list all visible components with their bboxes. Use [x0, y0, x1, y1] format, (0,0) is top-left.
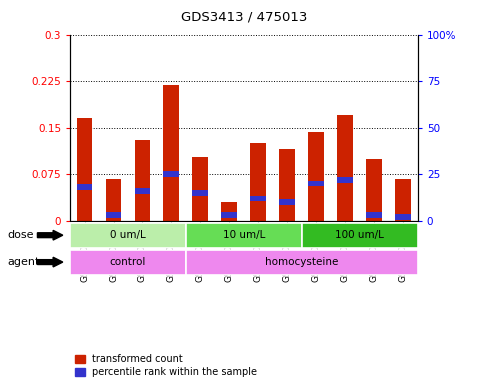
Bar: [222, 212, 238, 218]
Bar: [193, 190, 209, 196]
Text: 100 um/L: 100 um/L: [335, 230, 384, 240]
Text: agent: agent: [7, 257, 40, 267]
Bar: [106, 212, 122, 218]
Bar: [135, 140, 151, 221]
Bar: [164, 171, 180, 177]
Bar: [251, 196, 267, 201]
Bar: [367, 159, 383, 221]
FancyArrow shape: [38, 257, 63, 267]
Text: 0 um/L: 0 um/L: [110, 230, 146, 240]
Text: control: control: [110, 257, 146, 267]
Bar: [106, 179, 122, 221]
Bar: [338, 177, 354, 183]
Bar: [164, 86, 180, 221]
Text: dose: dose: [7, 230, 34, 240]
Bar: [309, 132, 325, 221]
Bar: [70, 223, 186, 248]
Bar: [309, 181, 325, 186]
Text: GDS3413 / 475013: GDS3413 / 475013: [181, 10, 307, 23]
Bar: [302, 223, 418, 248]
Bar: [77, 184, 93, 190]
Bar: [280, 149, 296, 221]
Bar: [193, 157, 209, 221]
Bar: [70, 250, 186, 275]
Text: homocysteine: homocysteine: [265, 257, 339, 267]
Text: 10 um/L: 10 um/L: [223, 230, 265, 240]
Bar: [396, 214, 412, 220]
Bar: [186, 250, 418, 275]
Bar: [222, 202, 238, 221]
Bar: [186, 223, 302, 248]
Legend: transformed count, percentile rank within the sample: transformed count, percentile rank withi…: [75, 354, 257, 377]
Bar: [367, 212, 383, 218]
Bar: [280, 199, 296, 205]
Bar: [135, 188, 151, 194]
Bar: [396, 179, 412, 221]
Bar: [251, 143, 267, 221]
Bar: [77, 118, 93, 221]
Bar: [338, 115, 354, 221]
FancyArrow shape: [38, 230, 63, 240]
